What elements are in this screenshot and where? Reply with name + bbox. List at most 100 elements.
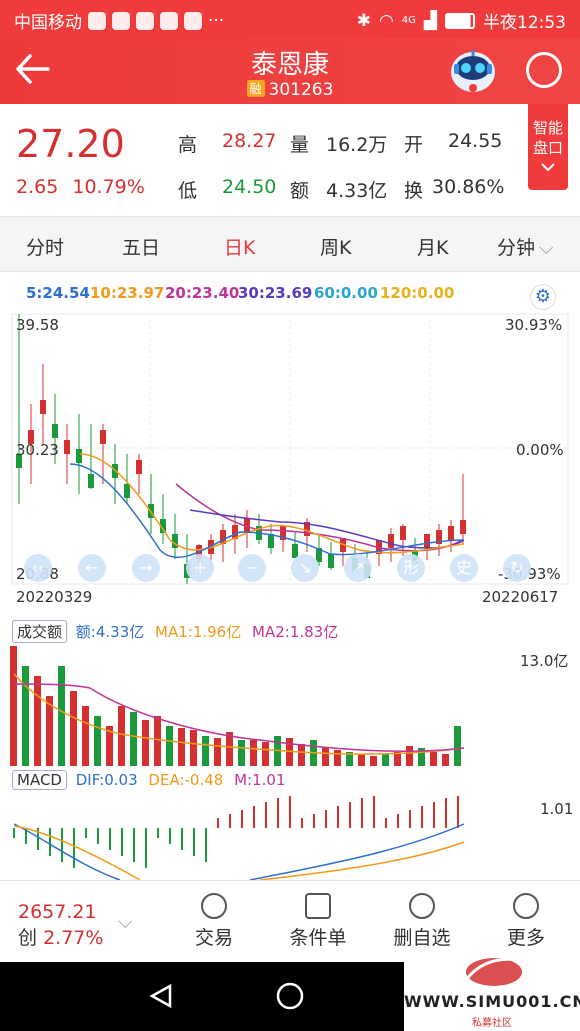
- candle-body: [16, 454, 22, 468]
- ma60-value: 60:0.00: [314, 284, 378, 302]
- back-arrow-icon[interactable]: [14, 52, 52, 92]
- volume-bar: [298, 744, 305, 766]
- volume-amount: 额:4.33亿: [75, 623, 145, 641]
- volume-bar: [262, 742, 269, 766]
- low-value: 24.50: [222, 176, 277, 198]
- notification-app-icon: [160, 11, 178, 30]
- expand-icon[interactable]: ↗: [344, 554, 372, 582]
- volume-bar: [154, 716, 161, 766]
- search-icon[interactable]: [526, 52, 562, 88]
- trade-label: 交易: [194, 927, 233, 949]
- volume-bar: [46, 696, 53, 766]
- macd-chart[interactable]: [0, 796, 580, 880]
- period-tabs: 分时 五日 日K 周K 月K 分钟 ⌵: [0, 216, 580, 272]
- rewind-icon[interactable]: ‹‹: [24, 554, 52, 582]
- volume-chart[interactable]: [0, 644, 580, 768]
- candle-body: [316, 548, 322, 562]
- volume-max-label: 13.0亿: [520, 652, 569, 670]
- volume-indicator-tag[interactable]: 成交额: [12, 620, 68, 643]
- stock-code: 301263: [268, 80, 334, 100]
- bottom-toolbar: 2657.21 创 2.77% ⌵ 交易 条件单 删自选 更多: [0, 880, 580, 962]
- more-label: 更多: [506, 927, 545, 949]
- volume-bar: [178, 728, 185, 766]
- condition-order-button[interactable]: 条件单: [266, 881, 370, 963]
- pct-axis-top: 30.93%: [505, 316, 563, 334]
- chevron-down-icon: ⌵: [118, 911, 133, 933]
- macd-indicator-tag[interactable]: MACD: [12, 770, 67, 790]
- wifi-icon: ◠: [378, 10, 394, 31]
- notification-app-icon: [112, 11, 130, 30]
- smart-orderbook-button[interactable]: 智能 盘口: [528, 104, 568, 190]
- volume-bar: [94, 716, 101, 766]
- tab-minute-label: 分钟: [497, 237, 536, 259]
- notification-app-icon: [136, 11, 154, 30]
- candle-body: [436, 530, 442, 544]
- macd-max-label: 1.01: [540, 800, 574, 818]
- high-label: 高: [178, 134, 198, 156]
- carrier-label: 中国移动: [14, 13, 82, 33]
- robot-assistant-icon[interactable]: [446, 44, 500, 96]
- history-button[interactable]: 史: [450, 554, 478, 582]
- clock: 半夜12:53: [483, 13, 566, 33]
- left-arrow-icon[interactable]: ←: [78, 554, 106, 582]
- candle-body: [88, 474, 94, 488]
- tab-weekly-k[interactable]: 周K: [320, 237, 352, 259]
- volume-bar: [226, 732, 233, 766]
- volume-bar: [442, 754, 449, 766]
- tab-daily-k[interactable]: 日K: [224, 237, 256, 259]
- volume-bar: [10, 646, 17, 766]
- macd-m: M:1.01: [234, 771, 286, 789]
- right-arrow-icon[interactable]: →: [132, 554, 160, 582]
- start-date: 20220329: [16, 588, 93, 606]
- chevron-down-icon: ⌵: [539, 237, 554, 259]
- refresh-icon[interactable]: ↻: [503, 554, 531, 582]
- collapse-icon[interactable]: ↘: [291, 554, 319, 582]
- candle-body: [268, 534, 274, 548]
- trade-button[interactable]: 交易: [162, 881, 266, 963]
- candle-body: [424, 534, 430, 548]
- amount-label: 额: [290, 180, 310, 202]
- end-date: 20220617: [482, 588, 559, 606]
- candle-body: [160, 519, 166, 533]
- tab-intraday[interactable]: 分时: [26, 237, 65, 259]
- candle-body: [28, 430, 34, 444]
- analysis-button[interactable]: 形: [397, 554, 425, 582]
- watermark-sub: 私募社区: [472, 1018, 512, 1029]
- gear-icon[interactable]: ⚙: [530, 284, 556, 310]
- tab-minute[interactable]: 分钟 ⌵: [497, 233, 553, 260]
- change-percent: 10.79%: [72, 176, 145, 198]
- candle-body: [304, 522, 310, 536]
- remove-watchlist-button[interactable]: 删自选: [370, 881, 474, 963]
- candle-body: [460, 520, 466, 534]
- back-icon[interactable]: [149, 983, 172, 1009]
- candle-body: [220, 530, 226, 544]
- turnover-value: 30.86%: [432, 176, 505, 198]
- zoom-in-icon[interactable]: +: [186, 554, 214, 582]
- notification-app-icon: [88, 11, 106, 30]
- stock-header: 泰恩康 融 301263: [0, 38, 580, 104]
- last-price: 27.20: [16, 122, 125, 166]
- quote-panel: 27.20 2.65 10.79% 高 28.27 量 16.2万 开 24.5…: [0, 104, 580, 216]
- price-axis-mid: 30.23: [16, 441, 59, 459]
- volume-bar: [370, 756, 377, 766]
- price-axis-top: 39.58: [16, 316, 59, 334]
- index-ticker[interactable]: 2657.21 创 2.77% ⌵: [0, 881, 160, 963]
- minus-circle-icon: [409, 893, 435, 919]
- candle-body: [448, 526, 454, 540]
- candle-body: [100, 430, 106, 444]
- kline-chart[interactable]: [0, 304, 580, 610]
- home-icon[interactable]: [276, 982, 304, 1010]
- candle-body: [124, 484, 130, 498]
- chevron-down-icon: [541, 163, 555, 172]
- volume-bar: [238, 740, 245, 766]
- tab-five-day[interactable]: 五日: [122, 237, 161, 259]
- zoom-out-icon[interactable]: −: [238, 554, 266, 582]
- low-label: 低: [178, 180, 198, 202]
- bluetooth-icon: ✱: [356, 10, 371, 31]
- ma20-value: 20:23.40: [165, 284, 240, 302]
- volume-bar: [130, 712, 137, 766]
- open-value: 24.55: [448, 130, 503, 152]
- amount-value: 4.33亿: [326, 180, 388, 202]
- more-button[interactable]: 更多: [474, 881, 578, 963]
- tab-monthly-k[interactable]: 月K: [417, 237, 449, 259]
